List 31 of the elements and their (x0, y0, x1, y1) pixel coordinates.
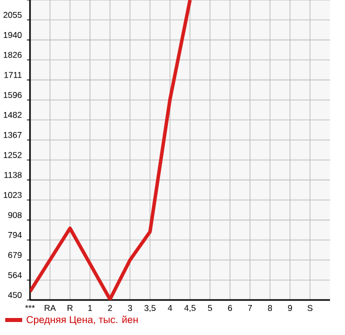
x-tick-label: 3 (128, 305, 132, 312)
x-tick-label: 8 (268, 305, 272, 312)
y-tick-label: 794 (8, 232, 22, 238)
y-tick-label: 1940 (4, 32, 22, 38)
y-tick-label: 450 (8, 292, 22, 298)
y-tick-label: 1367 (4, 132, 22, 138)
x-tick-label: R (68, 305, 73, 311)
y-tick-label: 679 (8, 252, 22, 258)
y-tick-label: 1596 (4, 92, 22, 98)
y-tick-label: 908 (8, 212, 22, 218)
x-tick-label: S (308, 305, 312, 312)
x-tick-label: RA (44, 305, 56, 311)
x-tick-label: 4 (168, 305, 172, 311)
x-tick-label: 9 (288, 305, 292, 312)
y-tick-label: 1023 (4, 192, 22, 198)
y-tick-label: 1482 (4, 112, 22, 118)
y-tick-label: 1138 (4, 172, 22, 178)
y-tick-label: 2055 (4, 12, 22, 18)
y-tick-label: 564 (8, 272, 22, 278)
y-tick-label: 1826 (4, 52, 22, 58)
x-tick-label: 6 (228, 305, 232, 312)
x-tick-label: *** (25, 305, 35, 308)
x-tick-label: 5 (208, 305, 212, 311)
x-tick-label: 1 (88, 305, 92, 311)
x-tick-label: 4,5 (184, 305, 196, 312)
y-tick-label: 1252 (4, 152, 22, 158)
x-tick-label: 7 (248, 305, 252, 311)
y-tick-label: 1711 (4, 72, 22, 78)
x-tick-label: 2 (108, 305, 112, 311)
legend-label: Средняя Цена, тыс. йен (26, 316, 138, 326)
x-tick-label: 3,5 (144, 305, 156, 312)
